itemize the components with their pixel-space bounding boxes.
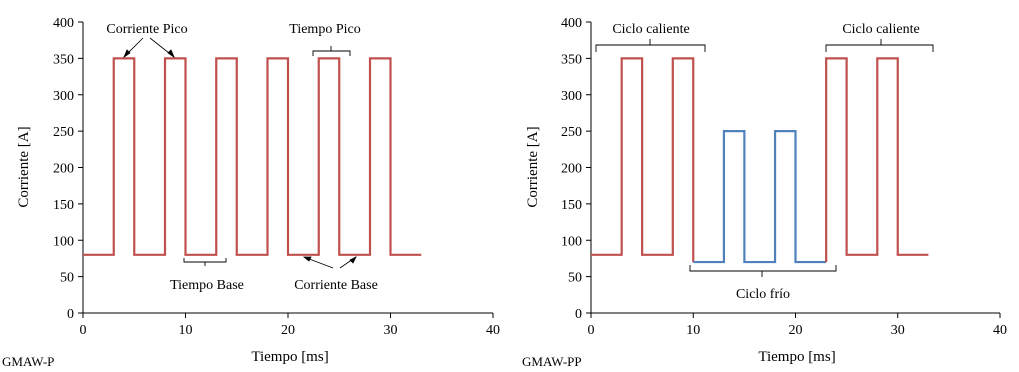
ciclo-caliente-bracket-2 [825, 39, 934, 52]
x-tick-label: 10 [686, 323, 700, 338]
x-tick-label: 30 [891, 323, 905, 338]
chart-gmaw-p: 0 50 100 150 200 250 300 350 400 0 10 20 30 40 Corri… [2, 16, 500, 369]
y-tick-label: 50 [60, 271, 74, 286]
series-group [83, 57, 422, 256]
annotation-corriente-base: Corriente Base [294, 278, 378, 293]
x-tick-label: 30 [384, 323, 398, 338]
corriente-base-arrows [302, 256, 357, 269]
x-tick-label: 0 [588, 323, 595, 338]
series-line [825, 57, 929, 263]
y-axis-label: Corriente [A] [525, 126, 541, 207]
y-tick-label: 100 [53, 234, 74, 249]
x-tick-label: 10 [179, 323, 193, 338]
y-tick-label: 300 [561, 89, 582, 104]
y-tick-label: 400 [561, 16, 582, 31]
y-tick-label: 150 [53, 198, 74, 213]
ciclo-frio-bracket [689, 265, 837, 277]
series-group [591, 57, 929, 264]
tiempo-base-bracket [183, 258, 227, 266]
y-tick-label: 250 [53, 125, 74, 140]
x-ticks: 0 10 20 30 40 [80, 313, 500, 338]
y-ticks: 0 50 100 150 200 250 300 350 400 [53, 16, 83, 322]
annotation-ciclo-caliente-2: Ciclo caliente [842, 22, 919, 37]
series-line [693, 130, 827, 264]
y-tick-label: 200 [561, 162, 582, 177]
annotation-tiempo-base: Tiempo Base [170, 278, 244, 293]
caption-gmaw-p: GMAW-P [2, 354, 54, 369]
x-axis-label: Tiempo [ms] [758, 349, 835, 365]
x-tick-label: 20 [789, 323, 803, 338]
caption-gmaw-pp: GMAW-PP [522, 354, 582, 369]
y-tick-label: 0 [67, 307, 74, 322]
y-axis-label: Corriente [A] [16, 126, 32, 207]
corriente-pico-arrows [123, 37, 175, 59]
y-ticks: 0 50 100 150 200 250 300 350 400 [561, 16, 591, 322]
ciclo-caliente-bracket-1 [595, 39, 706, 52]
y-tick-label: 350 [561, 52, 582, 67]
x-tick-label: 20 [281, 323, 295, 338]
y-tick-label: 50 [568, 271, 582, 286]
annotation-tiempo-pico: Tiempo Pico [289, 22, 360, 37]
chart-gmaw-pp: 0 50 100 150 200 250 300 350 400 0 10 20 30 40 Ciclo… [522, 16, 1007, 369]
y-tick-label: 250 [561, 125, 582, 140]
y-tick-label: 300 [53, 89, 74, 104]
annotation-ciclo-frio: Ciclo frío [736, 287, 790, 302]
x-ticks: 0 10 20 30 40 [588, 313, 1007, 338]
y-tick-label: 0 [575, 307, 582, 322]
y-tick-label: 150 [561, 198, 582, 213]
annotation-ciclo-caliente-1: Ciclo caliente [612, 22, 689, 37]
annotation-corriente-pico: Corriente Pico [106, 22, 187, 37]
y-tick-label: 100 [561, 234, 582, 249]
y-tick-label: 400 [53, 16, 74, 31]
series-line [591, 57, 695, 263]
series-line [83, 57, 422, 256]
x-tick-label: 40 [993, 323, 1007, 338]
tiempo-pico-bracket [312, 46, 351, 56]
y-tick-label: 350 [53, 52, 74, 67]
x-tick-label: 40 [486, 323, 500, 338]
y-tick-label: 200 [53, 162, 74, 177]
x-tick-label: 0 [80, 323, 87, 338]
x-axis-label: Tiempo [ms] [251, 349, 328, 365]
